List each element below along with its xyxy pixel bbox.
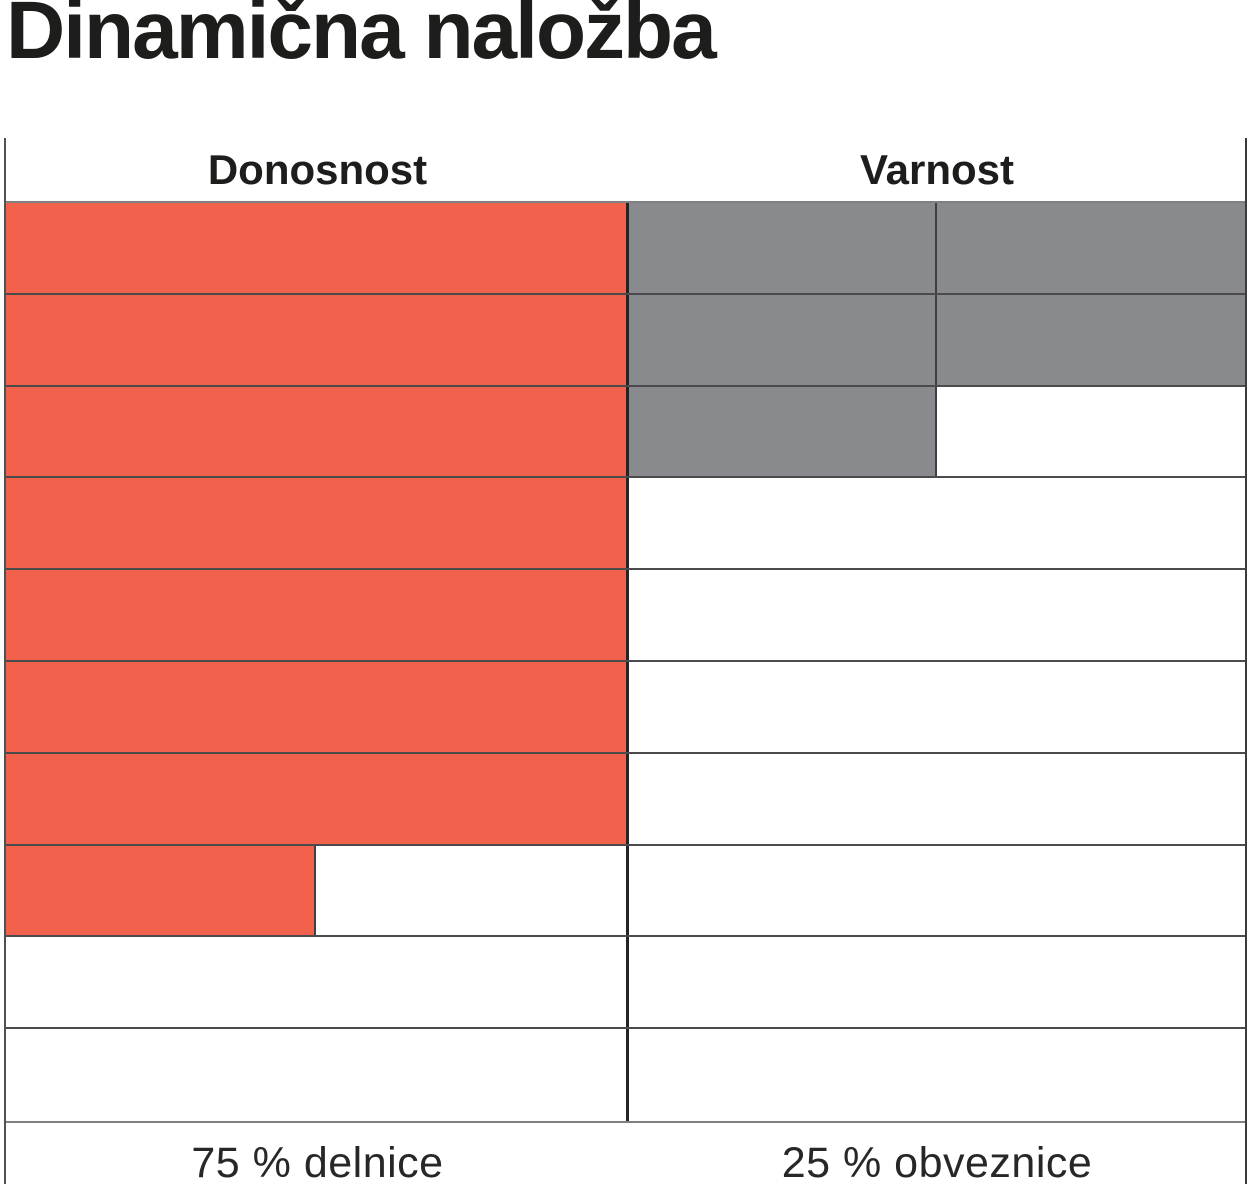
varnost-cell (629, 386, 1245, 477)
rating-row (6, 478, 1245, 571)
varnost-empty-cell (629, 478, 937, 568)
donosnost-fill-bar (6, 478, 626, 569)
varnost-cell (629, 570, 1245, 660)
donosnost-cell (6, 386, 629, 477)
rating-row (6, 386, 1245, 479)
varnost-cell (629, 294, 1245, 385)
rating-row (6, 753, 1245, 846)
donosnost-cell (6, 478, 629, 569)
donosnost-cell (6, 570, 629, 660)
varnost-fill-cell (629, 386, 937, 477)
varnost-cell (629, 478, 1245, 568)
varnost-cell (629, 846, 1245, 936)
donosnost-cell (6, 203, 629, 293)
varnost-empty-cell (937, 846, 1245, 936)
varnost-fill-cell (629, 294, 937, 385)
rating-row (6, 570, 1245, 662)
column-header-varnost: Varnost (859, 145, 1015, 193)
donosnost-cell (6, 662, 629, 752)
donosnost-cell (6, 753, 629, 844)
rating-rows (6, 203, 1245, 1121)
table-footer-row: 75 % delnice 25 % obveznice (6, 1121, 1245, 1187)
varnost-empty-cell (629, 570, 937, 660)
varnost-empty-cell (937, 937, 1245, 1027)
donosnost-fill-bar (6, 662, 626, 752)
varnost-fill-cell (629, 203, 937, 293)
varnost-empty-cell (937, 662, 1245, 752)
donosnost-fill-bar (6, 294, 626, 385)
rating-table: Donosnost Varnost 75 % delnice 25 % obve… (4, 138, 1247, 1187)
varnost-empty-cell (937, 754, 1245, 844)
donosnost-fill-bar (6, 753, 626, 844)
varnost-fill-cell (937, 203, 1245, 293)
donosnost-fill-bar (6, 845, 316, 936)
column-header-donosnost: Donosnost (207, 145, 428, 193)
varnost-cell (629, 937, 1245, 1027)
varnost-empty-cell (937, 570, 1245, 660)
rating-row (6, 937, 1245, 1030)
donosnost-fill-bar (6, 570, 626, 660)
varnost-empty-cell (629, 662, 937, 752)
varnost-empty-cell (937, 1029, 1245, 1121)
allocation-label-obveznice: 25 % obveznice (781, 1139, 1093, 1187)
varnost-empty-cell (629, 1029, 937, 1121)
varnost-cell (629, 662, 1245, 752)
varnost-empty-cell (937, 387, 1245, 477)
table-header-row: Donosnost Varnost (6, 138, 1245, 203)
rating-row (6, 1029, 1245, 1121)
varnost-empty-cell (629, 937, 937, 1027)
varnost-cell (629, 1029, 1245, 1121)
rating-row (6, 845, 1245, 938)
donosnost-fill-bar (6, 203, 626, 293)
page-title: Dinamična naložba (6, 0, 717, 76)
donosnost-cell (6, 845, 629, 936)
donosnost-cell (6, 937, 629, 1028)
donosnost-cell (6, 1029, 629, 1121)
rating-row (6, 203, 1245, 295)
varnost-fill-cell (937, 294, 1245, 385)
rating-row (6, 294, 1245, 387)
varnost-cell (629, 754, 1245, 844)
donosnost-fill-bar (6, 386, 626, 477)
varnost-empty-cell (629, 754, 937, 844)
varnost-empty-cell (629, 846, 937, 936)
varnost-cell (629, 203, 1245, 293)
allocation-label-delnice: 75 % delnice (191, 1139, 444, 1187)
donosnost-cell (6, 294, 629, 385)
varnost-empty-cell (937, 478, 1245, 568)
rating-row (6, 662, 1245, 754)
